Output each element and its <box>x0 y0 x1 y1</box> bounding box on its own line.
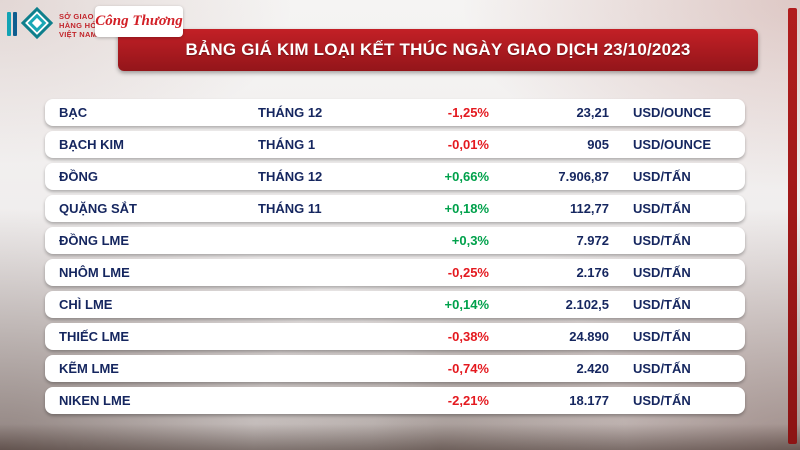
price-value: 2.420 <box>576 361 609 376</box>
price-unit: USD/TẤN <box>633 201 691 216</box>
change-percent: -0,01% <box>447 137 489 152</box>
change-percent: +0,14% <box>444 297 489 312</box>
price-row: BẠCH KIM THÁNG 1 -0,01% 905 USD/OUNCE <box>45 131 745 158</box>
price-value: 18.177 <box>569 393 609 408</box>
contract-month: THÁNG 12 <box>258 169 323 184</box>
price-value: 7.972 <box>576 233 609 248</box>
price-table: BẠC THÁNG 12 -1,25% 23,21 USD/OUNCE BẠCH… <box>45 99 745 414</box>
price-value: 24.890 <box>569 329 609 344</box>
price-value: 2.102,5 <box>565 297 609 312</box>
price-unit: USD/TẤN <box>633 361 691 376</box>
price-unit: USD/TẤN <box>633 297 691 312</box>
price-value: 23,21 <box>576 105 609 120</box>
price-unit: USD/OUNCE <box>633 105 712 120</box>
change-percent: +0,66% <box>444 169 489 184</box>
exchange-name-line3: VIỆT NAM <box>59 30 98 39</box>
mxv-diamond-icon <box>20 6 54 45</box>
change-percent: -0,38% <box>447 329 489 344</box>
metal-name: QUẶNG SẮT <box>59 201 137 216</box>
exchange-name-line2: HÀNG HÓA <box>59 21 103 30</box>
metal-name: ĐỒNG <box>59 169 98 184</box>
background-photo-shade <box>0 424 800 450</box>
metal-name: ĐỒNG LME <box>59 233 130 248</box>
change-percent: +0,18% <box>444 201 489 216</box>
title-ribbon: BẢNG GIÁ KIM LOẠI KẾT THÚC NGÀY GIAO DỊC… <box>118 29 758 71</box>
decor-stripe-blue <box>13 12 17 36</box>
metal-name: THIẾC LME <box>59 329 130 344</box>
price-unit: USD/TẤN <box>633 393 691 408</box>
price-row: ĐỒNG LME +0,3% 7.972 USD/TẤN <box>45 227 745 254</box>
metal-name: BẠC <box>59 105 88 120</box>
metal-name: BẠCH KIM <box>59 137 124 152</box>
price-row: THIẾC LME -0,38% 24.890 USD/TẤN <box>45 323 745 350</box>
price-row: CHÌ LME +0,14% 2.102,5 USD/TẤN <box>45 291 745 318</box>
change-percent: -1,25% <box>447 105 489 120</box>
price-value: 2.176 <box>576 265 609 280</box>
contract-month: THÁNG 1 <box>258 137 316 152</box>
change-percent: -2,21% <box>447 393 489 408</box>
price-value: 7.906,87 <box>558 169 609 184</box>
right-accent-stripe <box>788 8 797 444</box>
price-value: 112,77 <box>569 201 609 216</box>
price-unit: USD/TẤN <box>633 329 691 344</box>
price-row: ĐỒNG THÁNG 12 +0,66% 7.906,87 USD/TẤN <box>45 163 745 190</box>
metal-name: NIKEN LME <box>59 393 131 408</box>
price-row: KẼM LME -0,74% 2.420 USD/TẤN <box>45 355 745 382</box>
price-unit: USD/TẤN <box>633 169 691 184</box>
exchange-name-line1: SỞ GIAO DỊCH <box>59 12 116 21</box>
change-percent: -0,25% <box>447 265 489 280</box>
congthuong-logo-text: Công Thương <box>95 13 183 29</box>
price-row: NIKEN LME -2,21% 18.177 USD/TẤN <box>45 387 745 414</box>
price-value: 905 <box>587 137 609 152</box>
change-percent: +0,3% <box>451 233 489 248</box>
congthuong-logo: Công Thương <box>95 6 183 37</box>
change-percent: -0,74% <box>447 361 489 376</box>
price-row: QUẶNG SẮT THÁNG 11 +0,18% 112,77 USD/TẤN <box>45 195 745 222</box>
exchange-logo: SỞ GIAO DỊCH HÀNG HÓA VIỆT NAM <box>20 6 116 45</box>
price-unit: USD/TẤN <box>633 233 691 248</box>
price-row: BẠC THÁNG 12 -1,25% 23,21 USD/OUNCE <box>45 99 745 126</box>
price-unit: USD/TẤN <box>633 265 691 280</box>
contract-month: THÁNG 11 <box>258 201 322 216</box>
decor-stripe-teal <box>7 12 11 36</box>
contract-month: THÁNG 12 <box>258 105 323 120</box>
exchange-name: SỞ GIAO DỊCH HÀNG HÓA VIỆT NAM <box>59 12 116 39</box>
price-unit: USD/OUNCE <box>633 137 712 152</box>
metal-name: NHÔM LME <box>59 265 130 280</box>
page-title: BẢNG GIÁ KIM LOẠI KẾT THÚC NGÀY GIAO DỊC… <box>185 40 691 59</box>
metal-name: CHÌ LME <box>59 297 113 312</box>
metal-name: KẼM LME <box>59 361 119 376</box>
price-row: NHÔM LME -0,25% 2.176 USD/TẤN <box>45 259 745 286</box>
